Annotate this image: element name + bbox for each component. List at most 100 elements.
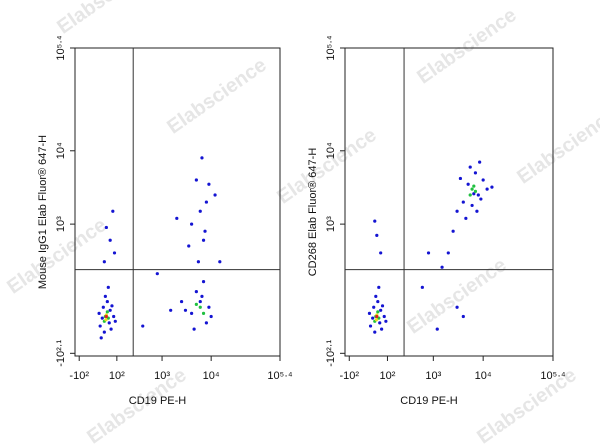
- event-dot: [374, 294, 378, 298]
- x-tick-label: 10²: [380, 370, 396, 382]
- event-dot: [468, 193, 472, 197]
- event-dot: [190, 222, 194, 226]
- x-tick-label: 10⁵·⁴: [267, 370, 292, 382]
- event-dot: [426, 251, 431, 255]
- event-dot: [107, 321, 111, 325]
- event-dot: [104, 225, 108, 230]
- event-dot: [379, 251, 383, 255]
- event-dot: [192, 327, 196, 331]
- event-dot: [372, 305, 376, 309]
- event-dot: [198, 209, 202, 213]
- event-dot: [475, 209, 479, 213]
- event-dot: [111, 209, 115, 213]
- plot-frame: [74, 47, 281, 357]
- event-dot: [97, 311, 101, 315]
- event-dot: [375, 314, 379, 319]
- watermark: Elabscience: [403, 254, 510, 338]
- event-dot: [376, 310, 380, 314]
- event-dot: [373, 330, 377, 334]
- event-dot: [198, 305, 202, 309]
- event-dot: [102, 260, 106, 264]
- x-tick-label: 10⁴: [203, 370, 220, 382]
- event-dot: [100, 316, 104, 320]
- x-tick-label: 10⁵·⁴: [540, 370, 565, 382]
- event-dot: [110, 304, 114, 308]
- plot-frame: [344, 47, 554, 357]
- event-dot: [455, 305, 459, 309]
- event-dot: [201, 238, 206, 242]
- event-dot: [207, 182, 211, 186]
- event-dot: [102, 330, 106, 334]
- x-tick-label: 10²: [109, 370, 125, 382]
- x-tick-label: -10²: [339, 370, 359, 382]
- event-dot: [367, 311, 372, 315]
- event-dot: [373, 219, 377, 223]
- event-dot: [490, 185, 494, 189]
- x-tick-label: 10³: [425, 370, 441, 382]
- y-axis-label: Mouse IgG1 Elab Fluor® 647-H: [37, 135, 49, 289]
- y-axis-label: CD268 Elab Fluor® 647-H: [307, 148, 319, 277]
- event-dot: [368, 324, 373, 328]
- event-dot: [446, 251, 450, 255]
- event-dot: [374, 318, 379, 322]
- event-dot: [478, 160, 482, 164]
- event-dot: [104, 318, 108, 322]
- event-dot: [435, 327, 439, 331]
- event-dot: [204, 321, 209, 325]
- event-dot: [98, 324, 102, 328]
- event-dot: [461, 314, 465, 319]
- event-dot: [113, 319, 117, 323]
- event-dot: [485, 187, 489, 191]
- event-dot: [179, 299, 184, 304]
- event-dot: [476, 193, 480, 197]
- event-dot: [371, 316, 375, 320]
- event-dot: [105, 299, 109, 304]
- event-dot: [141, 324, 145, 328]
- event-dot: [201, 280, 206, 284]
- event-dot: [455, 209, 459, 213]
- x-tick-label: 10³: [154, 370, 170, 382]
- event-dot: [382, 314, 386, 319]
- event-dot: [200, 156, 204, 160]
- event-dot: [106, 285, 110, 289]
- event-dot: [155, 272, 159, 276]
- y-tick-label: -10²·¹: [325, 340, 337, 367]
- event-dot: [204, 200, 209, 204]
- event-dot: [472, 184, 476, 188]
- event-dot: [183, 308, 188, 312]
- event-dot: [187, 244, 191, 248]
- event-dot: [109, 327, 113, 331]
- event-dot: [175, 216, 179, 220]
- event-dot: [194, 178, 198, 182]
- event-dot: [218, 260, 222, 264]
- event-dot: [207, 305, 211, 309]
- x-tick-label: -10²: [69, 370, 89, 382]
- event-dot: [472, 192, 476, 196]
- event-dot: [420, 285, 424, 289]
- event-dot: [470, 187, 474, 191]
- event-dot: [376, 299, 380, 304]
- event-dot: [203, 229, 207, 233]
- event-dot: [196, 260, 201, 264]
- event-dot: [380, 304, 385, 308]
- event-dot: [194, 290, 198, 294]
- y-tick-label: 10³: [325, 216, 337, 232]
- event-dot: [108, 238, 112, 242]
- y-tick-label: 10⁵·⁴: [55, 35, 67, 60]
- watermark: Elabscience: [413, 4, 520, 88]
- y-tick-label: 10⁴: [325, 142, 337, 159]
- event-dot: [470, 203, 474, 208]
- event-dot: [104, 314, 108, 319]
- watermark: Elabscience: [273, 124, 380, 208]
- event-dot: [209, 314, 213, 319]
- event-dot: [377, 285, 381, 289]
- event-dot: [198, 299, 202, 304]
- event-dot: [112, 251, 117, 255]
- event-dot: [466, 182, 470, 186]
- event-dot: [440, 265, 444, 269]
- event-dot: [451, 229, 455, 233]
- event-dot: [481, 178, 485, 182]
- event-dot: [384, 319, 388, 323]
- event-dot: [201, 311, 206, 315]
- event-dot: [458, 176, 463, 181]
